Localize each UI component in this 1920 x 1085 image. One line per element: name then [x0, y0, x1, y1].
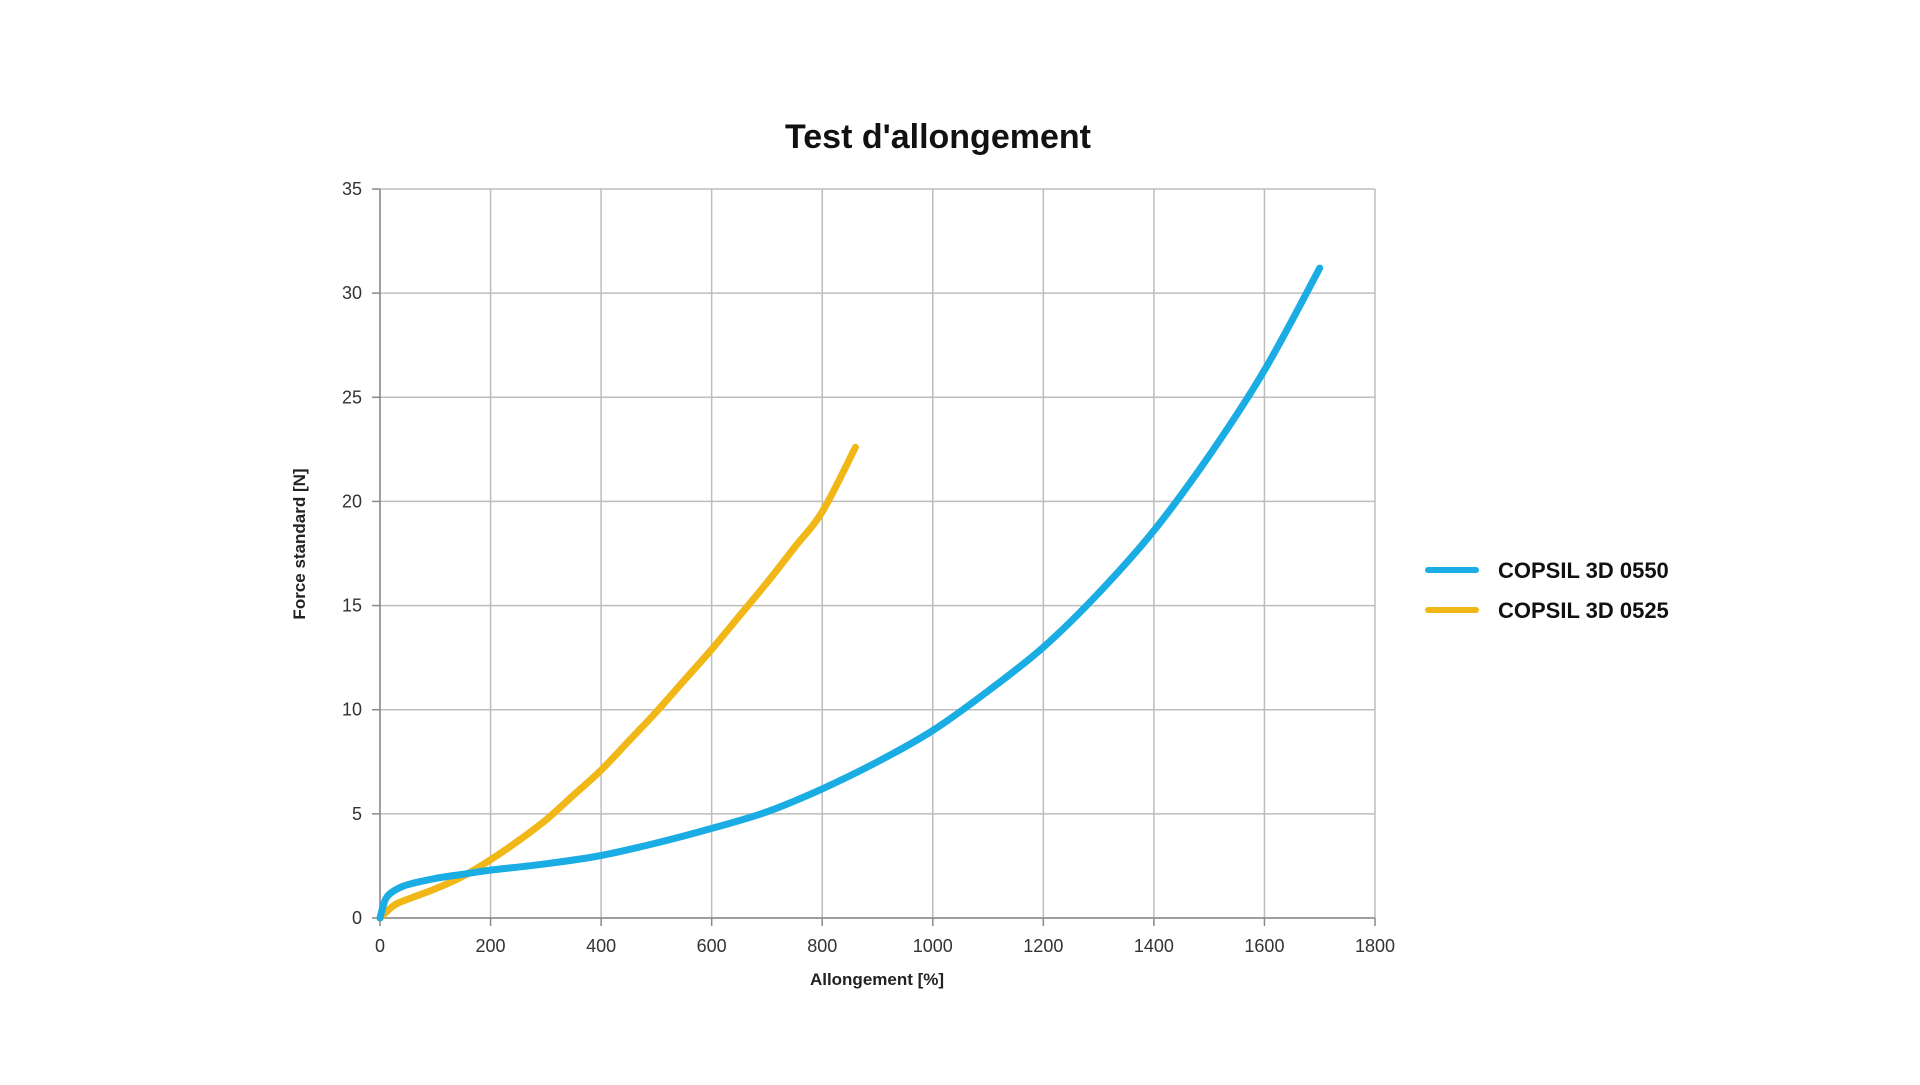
x-tick-label: 800	[807, 936, 837, 956]
x-tick-label: 1200	[1023, 936, 1063, 956]
chart-title: Test d'allongement	[785, 118, 1091, 156]
axes: 0 200 400 600 800 1000 1200 1400 1600 1800 0 5 10 15 2…	[342, 179, 1395, 956]
x-tick-label: 1000	[913, 936, 953, 956]
x-tick-label: 200	[476, 936, 506, 956]
y-tick-label: 25	[342, 387, 362, 407]
x-tick-label: 1400	[1134, 936, 1174, 956]
x-tick-label: 600	[697, 936, 727, 956]
y-tick-label: 20	[342, 491, 362, 511]
y-tick-label: 0	[352, 908, 362, 928]
series-line-copsil-3d-0525	[376, 443, 859, 922]
y-tick-label: 15	[342, 596, 362, 616]
x-tick-label: 400	[586, 936, 616, 956]
y-tick-label: 35	[342, 179, 362, 199]
y-tick-label: 5	[352, 804, 362, 824]
x-tick-label: 1800	[1355, 936, 1395, 956]
legend: COPSIL 3D 0550 COPSIL 3D 0525	[1425, 558, 1669, 623]
x-tick-label: 1600	[1244, 936, 1284, 956]
series-lines	[376, 264, 1324, 922]
grid	[379, 188, 1376, 919]
legend-label: COPSIL 3D 0525	[1498, 598, 1669, 623]
x-axis-label: Allongement [%]	[810, 970, 944, 989]
y-tick-label: 30	[342, 283, 362, 303]
series-line-copsil-3d-0550	[376, 264, 1324, 922]
x-tick-label: 0	[375, 936, 385, 956]
y-axis-label: Force standard [N]	[290, 468, 309, 619]
legend-label: COPSIL 3D 0550	[1498, 558, 1669, 583]
y-tick-label: 10	[342, 700, 362, 720]
